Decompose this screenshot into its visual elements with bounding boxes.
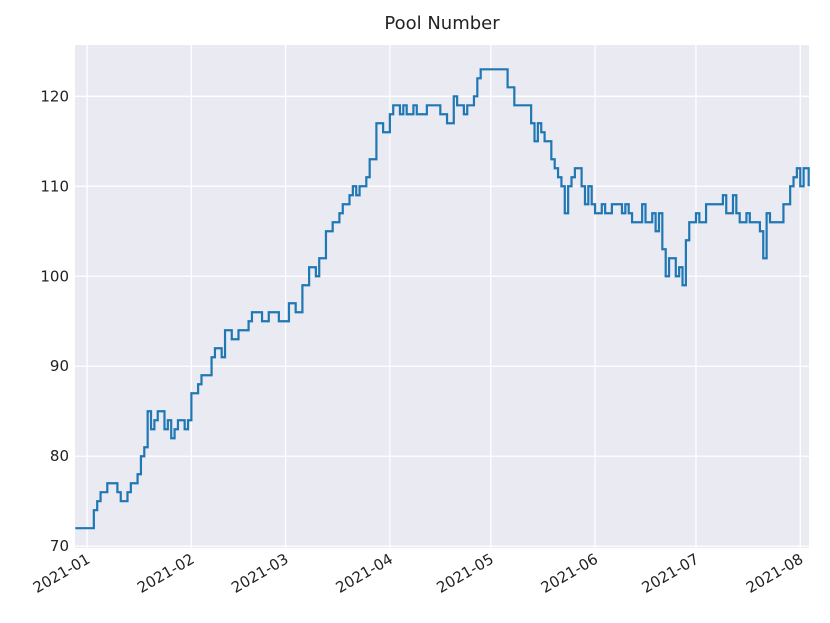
x-tick-label: 2021-01 xyxy=(30,550,93,597)
line-series xyxy=(75,68,810,530)
y-tick-label: 100 xyxy=(40,267,69,285)
y-tick-label: 70 xyxy=(50,537,69,555)
x-tick-label: 2021-05 xyxy=(433,550,496,597)
x-tick-label: 2021-02 xyxy=(134,550,197,597)
x-tick-label: 2021-06 xyxy=(538,550,601,597)
y-tick-label: 80 xyxy=(50,447,69,465)
plot-area xyxy=(75,45,809,548)
y-tick-label: 90 xyxy=(50,357,69,375)
x-tick-label: 2021-08 xyxy=(743,550,806,597)
x-tick-label: 2021-04 xyxy=(333,550,396,597)
y-tick-label: 120 xyxy=(40,87,69,105)
x-tick-label: 2021-03 xyxy=(228,550,291,597)
x-tick-label: 2021-07 xyxy=(639,550,702,597)
chart-title: Pool Number xyxy=(384,13,500,34)
y-tick-label: 110 xyxy=(40,177,69,195)
